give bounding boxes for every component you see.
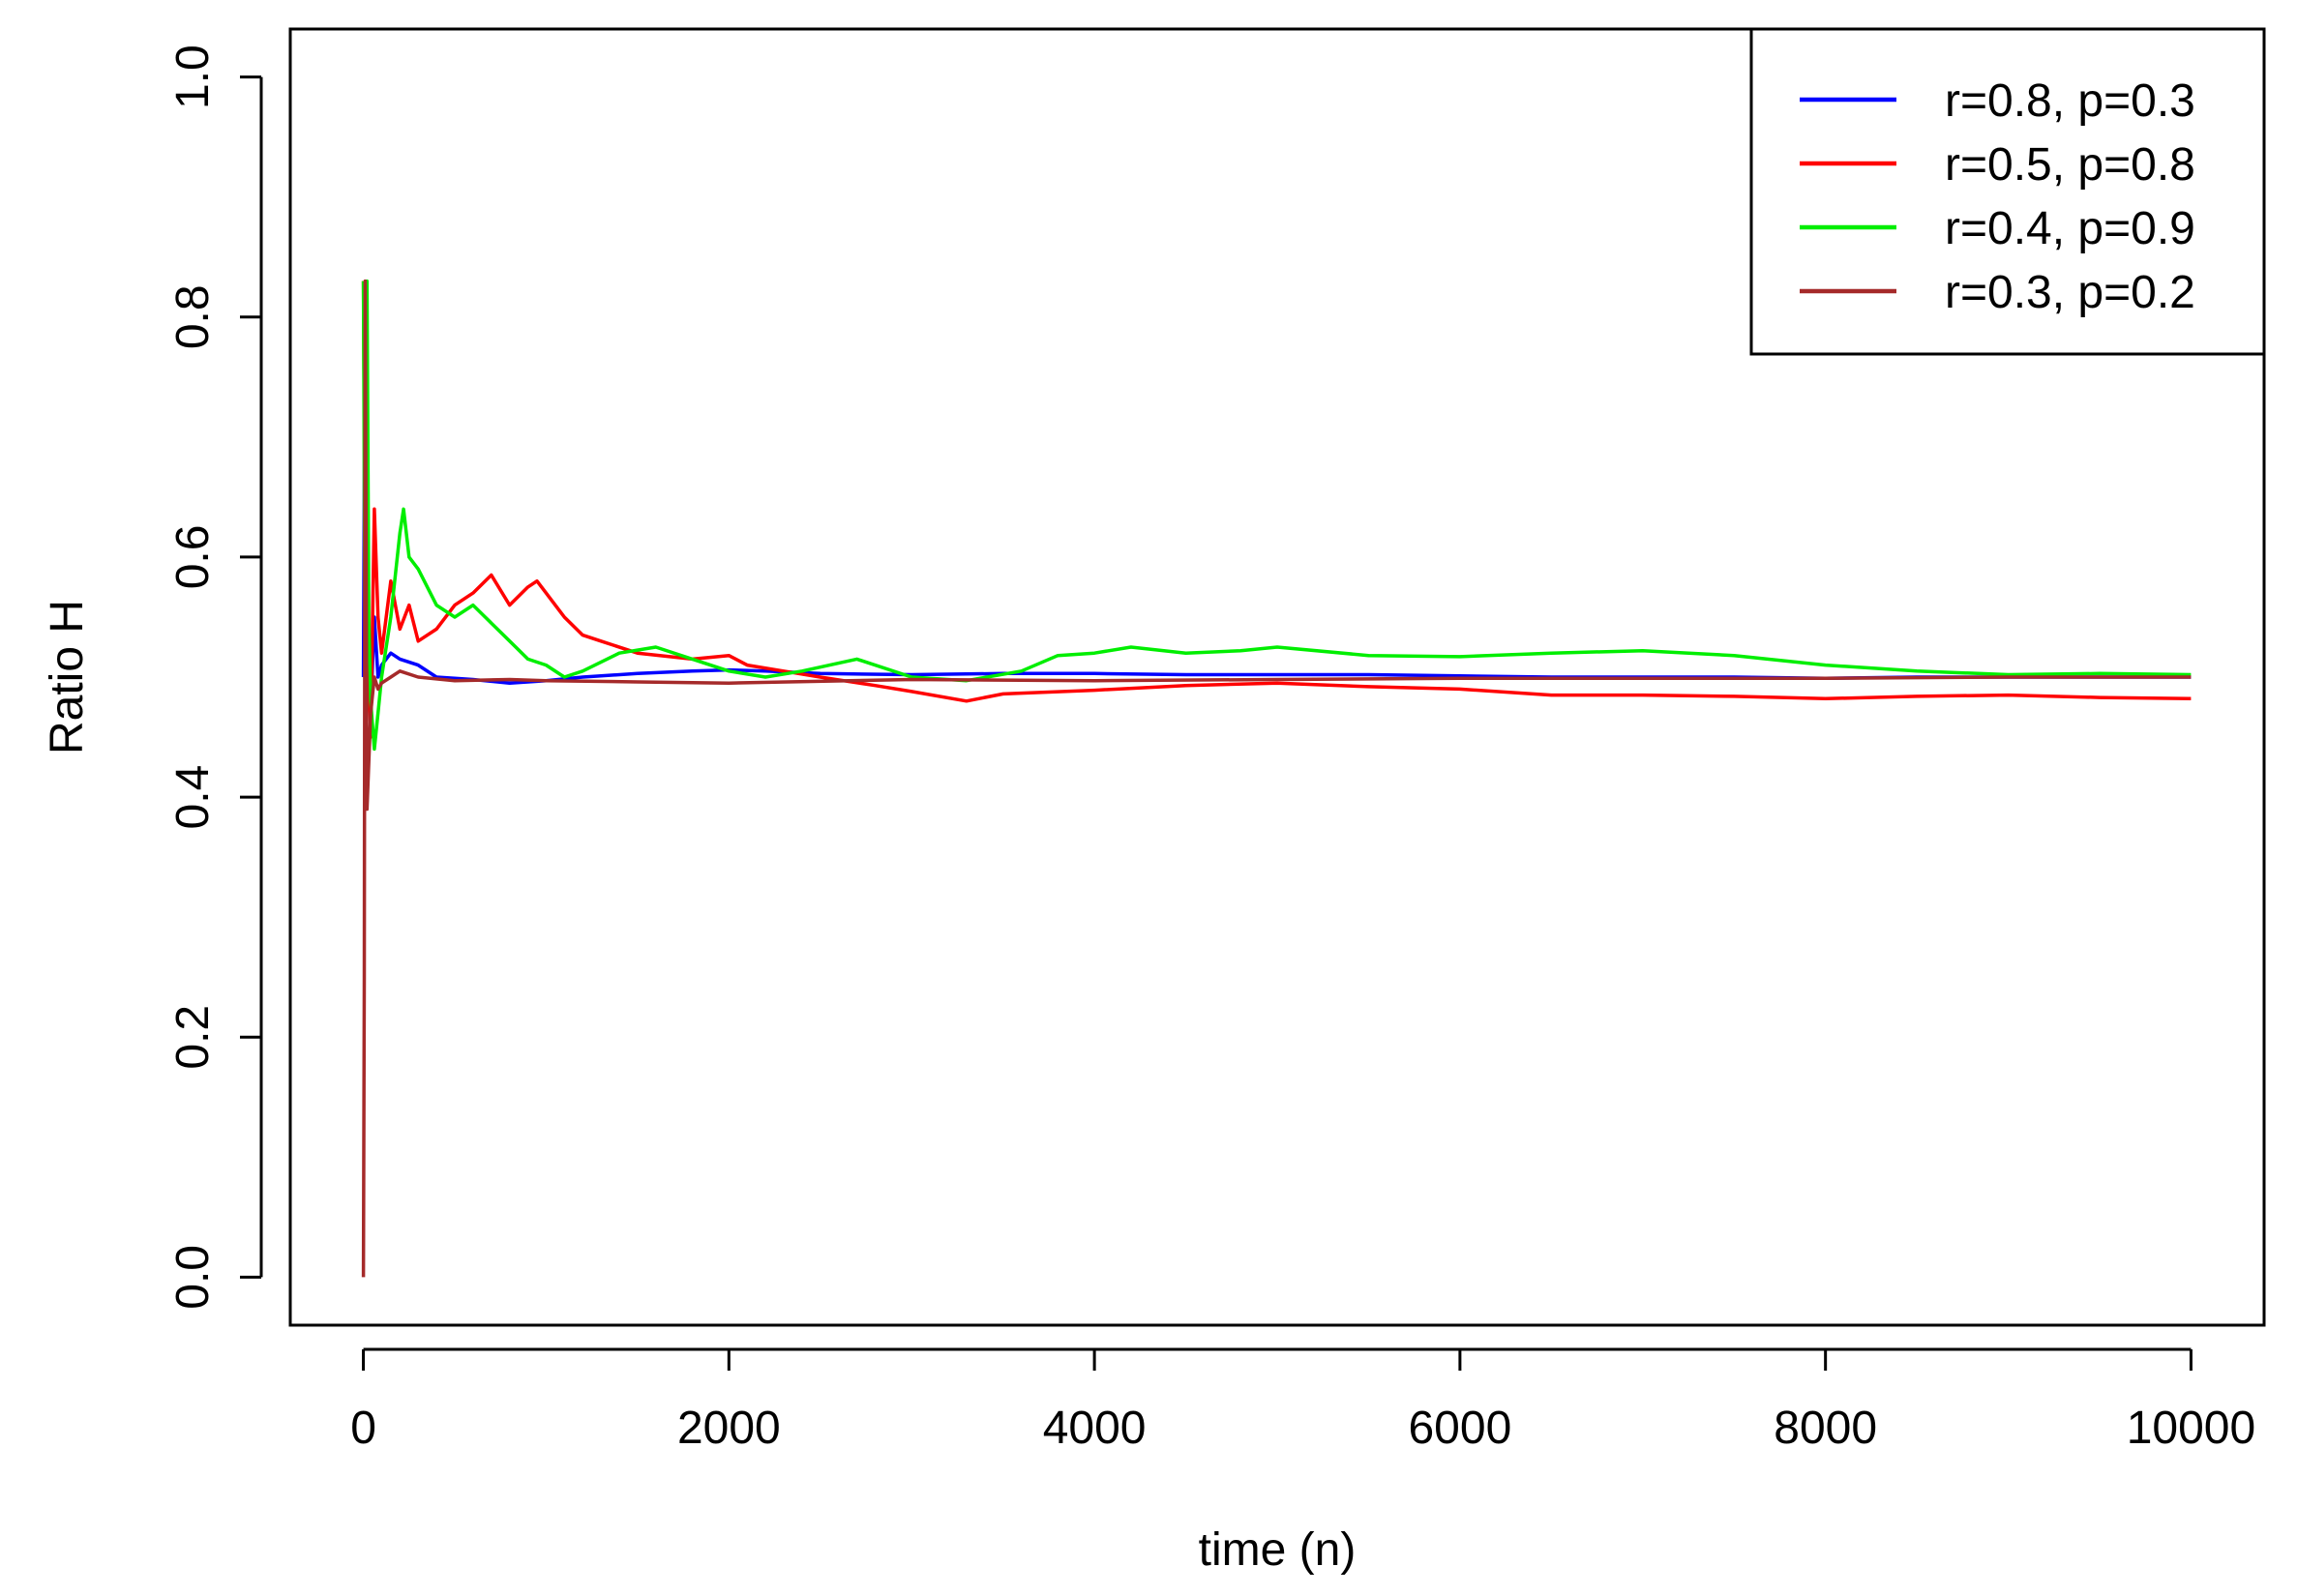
legend-label: r=0.4, p=0.9 [1945, 203, 2195, 254]
series-layer [361, 279, 2192, 1278]
y-tick-label: 0.8 [167, 284, 219, 349]
y-tick-label: 0.6 [167, 525, 219, 590]
x-tick-label: 6000 [1408, 1403, 1511, 1454]
legend: r=0.8, p=0.3 r=0.5, p=0.8 r=0.4, p=0.9 r=0.… [1749, 27, 2266, 356]
y-tick-label: 1.0 [167, 44, 219, 109]
x-axis: 0 2000 4000 6000 8000 10000 [350, 1347, 2255, 1454]
y-axis-label: Ratio H [42, 600, 93, 754]
x-tick-label: 2000 [677, 1403, 781, 1454]
series-line-4 [361, 279, 2192, 1278]
x-tick-label: 10000 [2127, 1403, 2255, 1454]
legend-label: r=0.8, p=0.3 [1945, 75, 2195, 127]
y-axis: 0.0 0.2 0.4 0.6 0.8 1.0 [167, 44, 263, 1310]
x-tick-label: 4000 [1043, 1403, 1147, 1454]
legend-label: r=0.5, p=0.8 [1945, 139, 2195, 191]
plot-frame [288, 27, 2266, 1327]
legend-box [1749, 27, 2266, 356]
x-axis-label: time (n) [1199, 1524, 1357, 1576]
y-tick-label: 0.4 [167, 765, 219, 830]
y-tick-label: 0.0 [167, 1245, 219, 1310]
legend-label: r=0.3, p=0.2 [1945, 267, 2195, 318]
x-tick-label: 0 [350, 1403, 376, 1454]
y-tick-label: 0.2 [167, 1005, 219, 1070]
series-line-3 [361, 279, 2192, 752]
x-tick-label: 8000 [1774, 1403, 1877, 1454]
